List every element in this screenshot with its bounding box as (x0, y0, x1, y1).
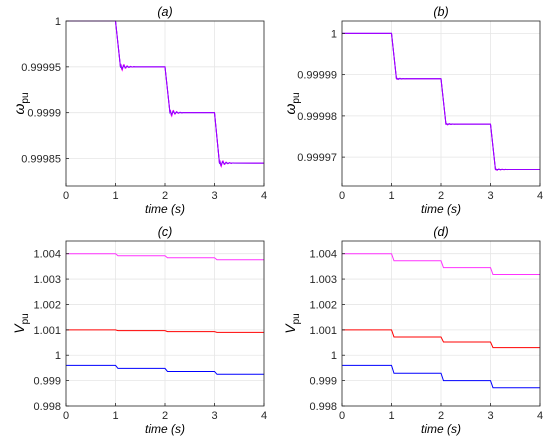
series-line-2 (66, 364, 264, 375)
x-tick-label: 0 (339, 190, 345, 202)
x-tick-label: 3 (487, 190, 493, 202)
y-tick-label: 0.998 (33, 401, 61, 413)
y-tick-label: 1 (55, 16, 61, 28)
x-axis-label: time (s) (421, 422, 461, 436)
y-tick-label: 1.004 (309, 249, 337, 261)
series-line-2 (342, 32, 540, 171)
x-tick-label: 2 (438, 190, 444, 202)
y-tick-label: 1.003 (33, 274, 61, 286)
x-tick-label: 1 (388, 410, 394, 422)
y-tick-label: 0.99998 (297, 111, 337, 123)
x-tick-label: 2 (162, 190, 168, 202)
y-tick-label: 0.999 (33, 376, 61, 388)
series-line-0 (342, 253, 540, 276)
subplot-title: (b) (433, 5, 448, 19)
x-tick-label: 2 (438, 410, 444, 422)
y-tick-label: 0.998 (309, 401, 337, 413)
subplot-title: (a) (157, 5, 172, 19)
series-line-1 (342, 329, 540, 349)
y-tick-label: 1.002 (33, 299, 61, 311)
x-tick-label: 3 (211, 410, 217, 422)
x-tick-label: 4 (537, 410, 543, 422)
y-tick-label: 0.99997 (297, 152, 337, 164)
series-line-1 (66, 329, 264, 333)
x-tick-label: 3 (487, 410, 493, 422)
series-line-2 (66, 20, 264, 167)
x-tick-label: 0 (339, 410, 345, 422)
x-tick-label: 0 (63, 190, 69, 202)
x-axis-label: time (s) (145, 422, 185, 436)
x-tick-label: 2 (162, 410, 168, 422)
x-tick-label: 4 (261, 410, 267, 422)
x-tick-label: 1 (388, 190, 394, 202)
subplot-title: (c) (158, 225, 173, 239)
subplot-0: 0 1 2 3 4 0.99985 0.9999 0.99995 1 (a) time (s) ωpu (11, 5, 267, 216)
x-tick-label: 4 (261, 190, 267, 202)
y-tick-label: 1.004 (33, 249, 61, 261)
y-tick-label: 1 (55, 350, 61, 362)
y-tick-label: 0.99999 (297, 70, 337, 82)
y-tick-label: 1 (331, 28, 337, 40)
y-tick-label: 1.002 (309, 299, 337, 311)
subplot-1: 0 1 2 3 4 0.99997 0.99998 0.99999 1 (b) time (s) ωp… (282, 5, 543, 216)
y-axis-label: ωpu (282, 92, 302, 114)
series-line-0 (66, 253, 264, 261)
y-axis-label: Vpu (11, 313, 31, 333)
y-axis-label: ωpu (11, 92, 31, 114)
x-tick-label: 4 (537, 190, 543, 202)
x-axis-label: time (s) (145, 202, 185, 216)
x-tick-label: 3 (211, 190, 217, 202)
y-tick-label: 1 (331, 350, 337, 362)
y-tick-label: 1.003 (309, 274, 337, 286)
y-tick-label: 0.999 (309, 376, 337, 388)
y-axis-label: Vpu (282, 313, 302, 333)
y-tick-label: 0.9999 (27, 108, 61, 120)
series-line-2 (342, 364, 540, 389)
subplot-title: (d) (433, 225, 448, 239)
y-tick-label: 1.001 (33, 325, 61, 337)
x-tick-label: 1 (112, 410, 118, 422)
subplot-3: 0 1 2 3 4 0.998 0.999 1 1.001 1.002 1.003 1.004 (d) t… (282, 225, 543, 436)
y-tick-label: 0.99995 (21, 62, 61, 74)
y-tick-label: 1.001 (309, 325, 337, 337)
x-tick-label: 0 (63, 410, 69, 422)
x-tick-label: 1 (112, 190, 118, 202)
y-tick-label: 0.99985 (21, 154, 61, 166)
subplot-2: 0 1 2 3 4 0.998 0.999 1 1.001 1.002 1.003 1.004 (c) t… (11, 225, 267, 436)
x-axis-label: time (s) (421, 202, 461, 216)
